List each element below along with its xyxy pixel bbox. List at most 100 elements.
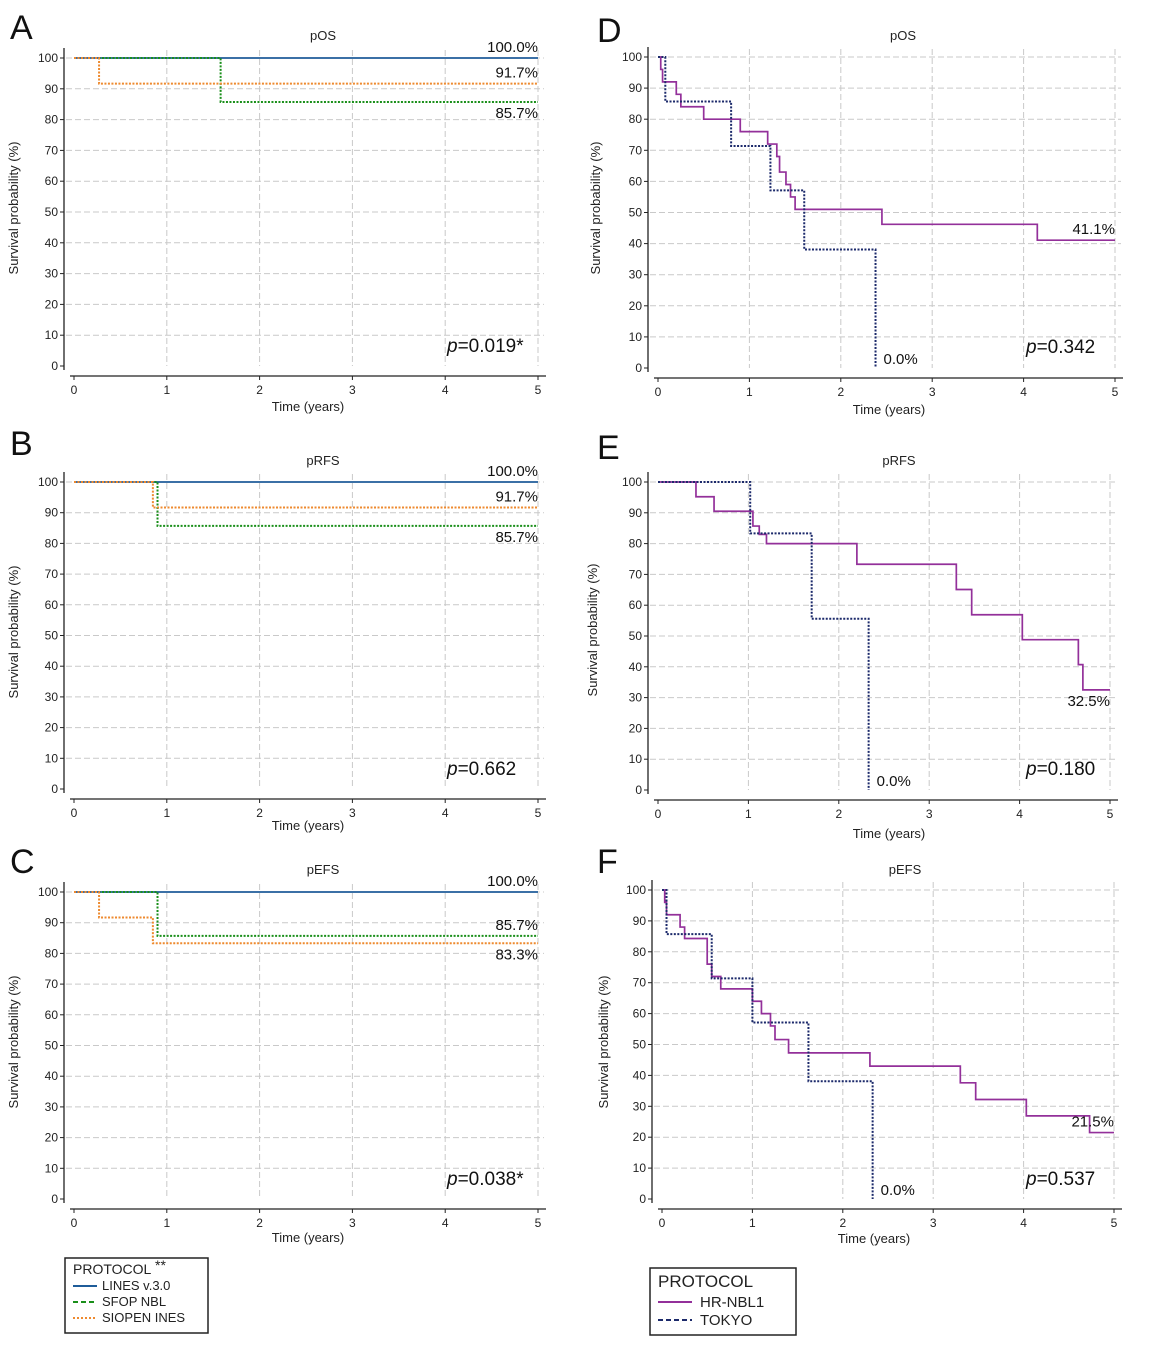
y-tick-label: 20 — [45, 1131, 59, 1145]
p-value: p=0.180 — [1025, 759, 1095, 780]
annotation-label: 41.1% — [1072, 221, 1115, 238]
x-tick-label: 0 — [655, 385, 662, 399]
y-tick-label: 50 — [629, 206, 643, 220]
y-tick-label: 100 — [622, 50, 642, 64]
y-tick-label: 20 — [629, 721, 643, 735]
y-tick-label: 100 — [38, 51, 58, 65]
annotation-label: 91.7% — [495, 488, 538, 505]
x-tick-label: 5 — [535, 383, 542, 397]
y-tick-label: 10 — [633, 1161, 647, 1175]
x-tick-label: 1 — [745, 807, 752, 821]
y-tick-label: 10 — [629, 330, 643, 344]
series-line-siopen-ines — [74, 481, 538, 509]
p-value-symbol: p — [1025, 759, 1037, 780]
annotation-label: 91.7% — [495, 65, 538, 82]
legend-right: PROTOCOL HR-NBL1 TOKYO — [649, 1267, 797, 1336]
p-value-number: =0.342 — [1037, 337, 1096, 358]
y-tick-label: 100 — [622, 475, 642, 489]
y-tick-label: 60 — [633, 1007, 647, 1021]
chart-title: pRFS — [306, 453, 340, 468]
y-tick-label: 100 — [38, 885, 58, 899]
y-tick-label: 90 — [629, 506, 643, 520]
series-line-siopen-ines — [74, 891, 538, 945]
p-value: p=0.537 — [1025, 1169, 1095, 1190]
chart-title: pEFS — [307, 862, 340, 877]
y-tick-label: 90 — [45, 916, 59, 930]
y-tick-label: 20 — [633, 1130, 647, 1144]
x-tick-label: 3 — [929, 385, 936, 399]
x-tick-label: 2 — [837, 385, 844, 399]
x-tick-label: 4 — [1020, 1216, 1027, 1230]
p-value-number: =0.180 — [1037, 759, 1096, 780]
y-tick-label: 40 — [629, 237, 643, 251]
y-tick-label: 100 — [38, 475, 58, 489]
annotation-label: 21.5% — [1071, 1114, 1114, 1131]
x-tick-label: 5 — [1111, 1216, 1118, 1230]
x-tick-label: 4 — [1020, 385, 1027, 399]
x-tick-label: 3 — [930, 1216, 937, 1230]
chart-title: pOS — [890, 28, 916, 43]
annotation-label: 100.0% — [487, 39, 538, 56]
p-value: p=0.342 — [1025, 337, 1095, 358]
annotation-label: 100.0% — [487, 463, 538, 480]
annotation-label: 85.7% — [495, 529, 538, 546]
y-tick-label: 0 — [51, 1192, 58, 1206]
x-tick-label: 2 — [256, 806, 263, 820]
series-line-tokyo — [658, 481, 870, 790]
p-value: p=0.038* — [446, 1169, 524, 1190]
panel-letter: E — [597, 429, 620, 467]
y-axis-label: Survival probability (%) — [6, 142, 21, 275]
annotation-label: 0.0% — [881, 1182, 915, 1199]
legend-left-title: PROTOCOL — [73, 1261, 152, 1277]
legend-left: PROTOCOL ** LINES v.3.0 SFOP NBL SIOPEN … — [64, 1257, 209, 1334]
annotation-label: 83.3% — [495, 946, 538, 963]
y-tick-label: 30 — [629, 691, 643, 705]
x-axis-label: Time (years) — [272, 399, 344, 414]
y-tick-label: 40 — [45, 1069, 59, 1083]
y-tick-label: 40 — [633, 1068, 647, 1082]
x-tick-label: 2 — [256, 1216, 263, 1230]
y-tick-label: 30 — [629, 268, 643, 282]
p-value: p=0.662 — [446, 759, 516, 780]
x-axis-label: Time (years) — [838, 1231, 910, 1246]
p-value-symbol: p — [446, 759, 458, 780]
y-tick-label: 80 — [629, 112, 643, 126]
y-tick-label: 0 — [635, 361, 642, 375]
legend-label-hrnbl1: HR-NBL1 — [700, 1294, 764, 1311]
legend-label-tokyo: TOKYO — [700, 1312, 752, 1329]
y-tick-label: 50 — [629, 629, 643, 643]
y-tick-label: 70 — [633, 976, 647, 990]
p-value-symbol: p — [1025, 337, 1037, 358]
x-axis-label: Time (years) — [853, 826, 925, 841]
x-tick-label: 3 — [349, 1216, 356, 1230]
y-tick-label: 90 — [629, 81, 643, 95]
y-tick-label: 90 — [45, 506, 59, 520]
y-tick-label: 70 — [629, 567, 643, 581]
x-axis-label: Time (years) — [272, 818, 344, 833]
y-tick-label: 50 — [45, 629, 59, 643]
panel-letter: A — [10, 9, 33, 47]
legend-left-title-marker: ** — [155, 1257, 166, 1273]
y-tick-label: 50 — [633, 1038, 647, 1052]
y-tick-label: 60 — [629, 174, 643, 188]
legend-label-sfop: SFOP NBL — [102, 1294, 166, 1309]
panel-letter: C — [10, 843, 35, 881]
y-tick-label: 10 — [45, 751, 59, 765]
p-value: p=0.019* — [446, 336, 524, 357]
x-tick-label: 1 — [163, 1216, 170, 1230]
legend-left-frame — [64, 1257, 209, 1334]
legend-label-siopen: SIOPEN INES — [102, 1310, 185, 1325]
y-tick-label: 10 — [45, 1161, 59, 1175]
x-tick-label: 1 — [163, 806, 170, 820]
x-tick-label: 3 — [349, 383, 356, 397]
y-tick-label: 70 — [45, 567, 59, 581]
y-tick-label: 20 — [45, 297, 59, 311]
y-tick-label: 90 — [45, 82, 59, 96]
x-tick-label: 2 — [256, 383, 263, 397]
y-tick-label: 60 — [45, 174, 59, 188]
p-value-number: =0.537 — [1037, 1169, 1096, 1190]
series-line-tokyo — [662, 889, 874, 1199]
x-tick-label: 5 — [1112, 385, 1119, 399]
x-axis-label: Time (years) — [272, 1230, 344, 1245]
y-tick-label: 70 — [45, 977, 59, 991]
